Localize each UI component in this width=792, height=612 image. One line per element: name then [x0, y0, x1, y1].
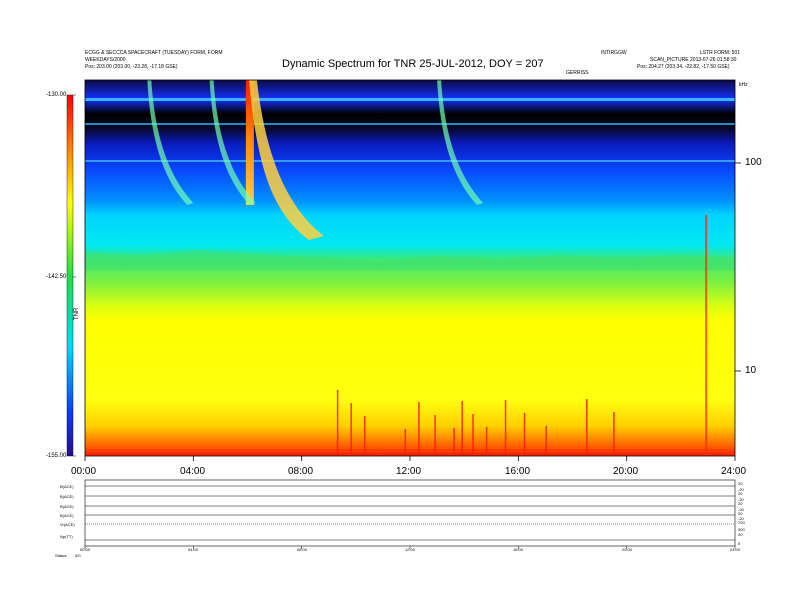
- spike-mark: [453, 428, 455, 456]
- bottom-right-value: 20: [738, 501, 743, 506]
- bottom-right-value: 20: [738, 491, 743, 496]
- band-line: [85, 98, 735, 101]
- bottom-right-value: 300: [738, 527, 745, 532]
- header-right-line2: SCAN_PICTURE 2013-07-26 01:58:30: [650, 57, 737, 63]
- x-tick-label-0400: 04:00: [180, 466, 206, 477]
- bottom-x-tick: 12:00: [405, 547, 416, 552]
- bottom-x-tick: 24:00: [730, 547, 741, 552]
- x-tick-label-2400: 24:00: [721, 466, 747, 477]
- bottom-right-value: -20: [738, 487, 744, 492]
- burst-tail: [437, 80, 484, 205]
- x-tick-label-0800: 08:00: [288, 466, 314, 477]
- spike-mark: [586, 399, 588, 456]
- bottom-right-value: 700: [738, 520, 745, 525]
- bottom-row-label: Vr(ACE): [60, 522, 75, 527]
- x-tick-label-0000: 00:00: [71, 466, 97, 477]
- bottom-right-value: -20: [738, 497, 744, 502]
- bottom-right-value: -20: [738, 507, 744, 512]
- burst-tail: [147, 80, 194, 205]
- spike-mark: [461, 401, 463, 456]
- colorbar-tick-label-bottom: -155.00: [46, 453, 67, 459]
- burst-spike: [705, 215, 708, 455]
- colorbar: [66, 94, 74, 457]
- colorbar-label: TNR: [74, 307, 80, 320]
- status-value: 0/0: [75, 553, 81, 558]
- header-mid-label: GERRISS: [566, 70, 589, 76]
- y-tick-label-100: 100: [745, 157, 762, 168]
- bottom-row-label: B(ACE): [60, 504, 74, 509]
- bottom-right-value: 20: [738, 532, 743, 537]
- status-label: Status:: [55, 553, 68, 558]
- bottom-right-value: -20: [738, 516, 744, 521]
- spike-mark: [523, 413, 526, 456]
- burst-features: [147, 80, 708, 455]
- header-left-line2: WEEKDAYS/2000: [85, 57, 126, 63]
- bottom-right-value: 0: [738, 541, 741, 546]
- spike-mark: [336, 390, 339, 456]
- bottom-row-label: B(ACE): [60, 484, 74, 489]
- bottom-x-tick: 20:00: [622, 547, 633, 552]
- bottom-panel-frame: [84, 479, 736, 547]
- bottom-x-tick: 04:00: [188, 547, 199, 552]
- spike-mark: [485, 427, 488, 456]
- header-left-line1: ECGG & SECCCA SPACECRAFT (TUESDAY) FORM,…: [85, 50, 223, 56]
- cyan-green-boundary: [85, 250, 735, 270]
- spike-mark: [434, 415, 436, 456]
- x-tick-label-1600: 16:00: [505, 466, 531, 477]
- burst-core: [245, 80, 254, 205]
- x-tick-label-1200: 12:00: [396, 466, 422, 477]
- spike-mark: [404, 429, 407, 456]
- x-tick-label-2000: 20:00: [613, 466, 639, 477]
- spike-mark: [545, 426, 547, 456]
- header-right-line3: Pos: 204.27 (203.34, -22.82, -17.50 GSE): [637, 64, 730, 70]
- spike-mark: [613, 412, 615, 456]
- header-right-line1: INTIRGGW: [601, 50, 627, 56]
- burst-tail: [248, 80, 324, 240]
- x-axis-ticks: [84, 456, 736, 461]
- band-line: [85, 160, 735, 162]
- bottom-panel-rows: [84, 485, 736, 549]
- y-tick-label-10: 10: [745, 365, 757, 376]
- bottom-x-tick: 00:00: [80, 547, 91, 552]
- red-spikes: [336, 390, 615, 456]
- chart-title: Dynamic Spectrum for TNR 25-JUL-2012, DO…: [282, 58, 544, 70]
- spike-mark: [472, 414, 474, 456]
- colorbar-tick-label-top: -130.00: [46, 92, 67, 98]
- header-right-line1b: LSTR FORM: 501: [700, 50, 741, 56]
- burst-tail: [209, 80, 256, 205]
- header-right-unit: kHz: [739, 82, 748, 88]
- bottom-x-tick: 16:00: [513, 547, 524, 552]
- spike-mark: [363, 416, 366, 456]
- bottom-right-value: 20: [738, 511, 743, 516]
- bottom-row-label: B(ACE): [60, 494, 74, 499]
- spike-mark: [504, 400, 507, 456]
- bottom-right-value: 20: [738, 481, 743, 486]
- bottom-row-label: B(ACE): [60, 513, 74, 518]
- header-left-line3: Pos: 203.00 (203.00, -23.28, -17.18 GSE): [85, 64, 178, 70]
- bottom-x-tick: 08:00: [297, 547, 308, 552]
- spike-mark: [350, 403, 352, 456]
- bottom-row-label: Np(TT): [60, 534, 73, 539]
- band-line: [85, 123, 735, 125]
- colorbar-tick-label-mid: -142.50: [46, 274, 67, 280]
- spike-mark: [418, 402, 420, 456]
